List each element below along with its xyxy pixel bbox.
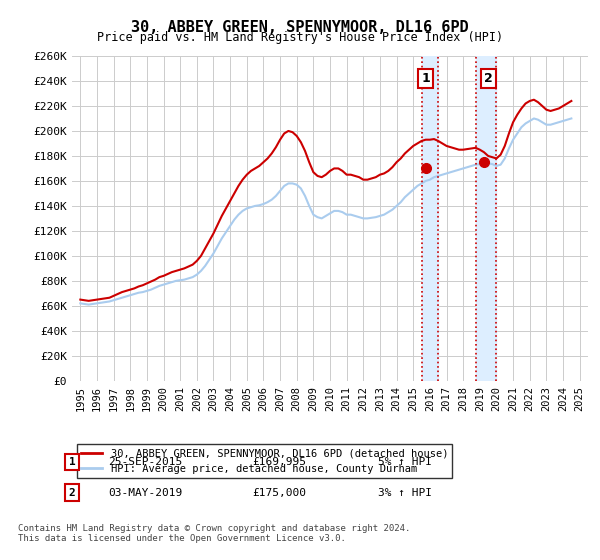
Bar [422, 56, 438, 381]
Text: £169,995: £169,995 [252, 457, 306, 467]
Text: 1: 1 [421, 72, 430, 85]
Text: 2: 2 [68, 488, 76, 498]
Bar [476, 56, 496, 381]
Text: 03-MAY-2019: 03-MAY-2019 [108, 488, 182, 498]
Legend: 30, ABBEY GREEN, SPENNYMOOR, DL16 6PD (detached house), HPI: Average price, deta: 30, ABBEY GREEN, SPENNYMOOR, DL16 6PD (d… [77, 445, 452, 478]
Text: Price paid vs. HM Land Registry's House Price Index (HPI): Price paid vs. HM Land Registry's House … [97, 31, 503, 44]
Text: 3% ↑ HPI: 3% ↑ HPI [378, 488, 432, 498]
Text: 30, ABBEY GREEN, SPENNYMOOR, DL16 6PD: 30, ABBEY GREEN, SPENNYMOOR, DL16 6PD [131, 20, 469, 35]
Text: 2: 2 [484, 72, 493, 85]
Text: 1: 1 [68, 457, 76, 467]
Text: Contains HM Land Registry data © Crown copyright and database right 2024.
This d: Contains HM Land Registry data © Crown c… [18, 524, 410, 543]
Text: 25-SEP-2015: 25-SEP-2015 [108, 457, 182, 467]
Text: 5% ↑ HPI: 5% ↑ HPI [378, 457, 432, 467]
Text: £175,000: £175,000 [252, 488, 306, 498]
